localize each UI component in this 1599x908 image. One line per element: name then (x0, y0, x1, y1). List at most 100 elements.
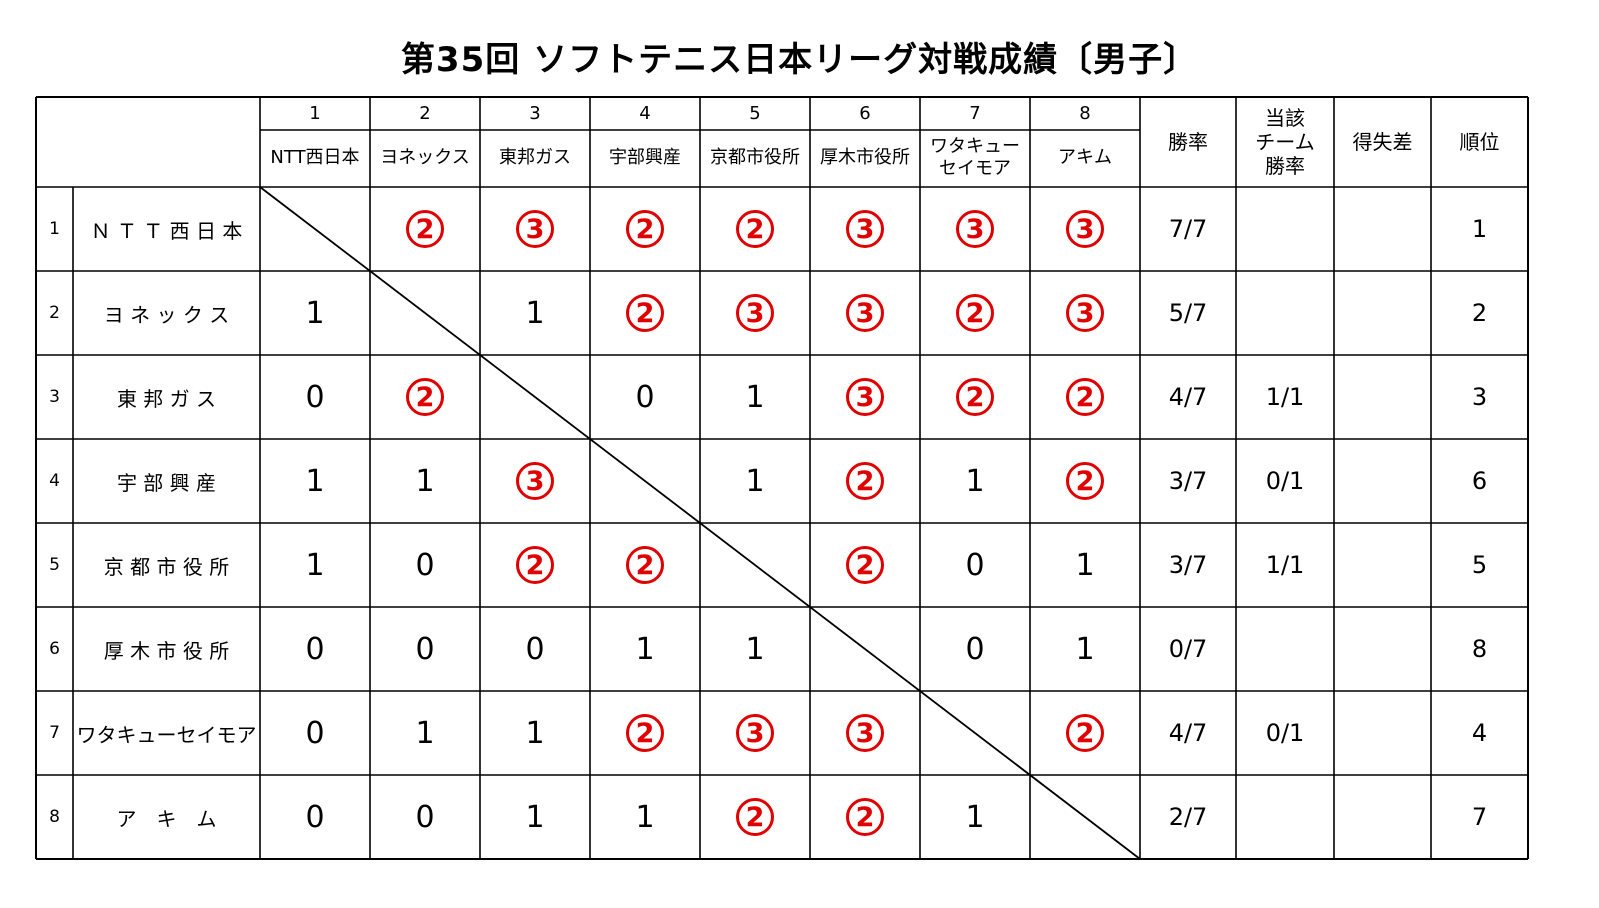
head-to-head-header: 当該 チーム 勝率 (1255, 106, 1315, 178)
win-circle: 2 (1066, 378, 1104, 416)
column-number: 4 (639, 103, 651, 124)
match-result-win: 2 (920, 271, 1030, 355)
column-number: 3 (529, 103, 541, 124)
win-circle: 2 (516, 546, 554, 584)
match-result-win: 3 (810, 355, 920, 439)
match-result-loss: 1 (745, 463, 765, 499)
row-team-name: 東 邦 ガ ス (116, 386, 217, 411)
match-result-win: 3 (810, 271, 920, 355)
win-circle: 3 (1066, 210, 1104, 248)
match-result-loss: 1 (525, 715, 545, 751)
match-result-win: 2 (700, 775, 810, 859)
win-circle: 2 (406, 378, 444, 416)
win-circle: 3 (516, 462, 554, 500)
match-result-win: 2 (700, 187, 810, 271)
row-number: 7 (49, 723, 60, 743)
win-circle: 2 (846, 462, 884, 500)
match-result-loss: 1 (305, 295, 325, 331)
row-number: 4 (49, 471, 60, 491)
match-result-loss: 1 (965, 463, 985, 499)
match-result-loss: 1 (635, 799, 655, 835)
match-result-loss: 1 (1075, 631, 1095, 667)
head-to-head-rate: 0/1 (1265, 467, 1305, 495)
win-rate-header: 勝率 (1168, 130, 1208, 154)
win-rate: 4/7 (1168, 383, 1208, 411)
head-to-head-rate: 1/1 (1265, 383, 1305, 411)
win-circle: 3 (956, 210, 994, 248)
match-result-win: 2 (1030, 355, 1140, 439)
win-rate: 3/7 (1168, 551, 1208, 579)
match-result-loss: 0 (305, 379, 325, 415)
column-number: 2 (419, 103, 431, 124)
match-result-win: 2 (1030, 691, 1140, 775)
win-circle: 3 (736, 714, 774, 752)
win-circle: 3 (846, 378, 884, 416)
match-result-win: 2 (920, 355, 1030, 439)
column-number: 1 (309, 103, 321, 124)
match-result-win: 3 (480, 187, 590, 271)
column-number: 5 (749, 103, 761, 124)
match-result-win: 3 (810, 691, 920, 775)
rank: 4 (1471, 719, 1488, 747)
win-circle: 2 (956, 294, 994, 332)
match-result-win: 2 (480, 523, 590, 607)
match-result-loss: 1 (525, 295, 545, 331)
point-diff (1334, 355, 1431, 439)
match-result-win: 3 (1030, 187, 1140, 271)
head-to-head-rate (1236, 775, 1334, 859)
point-diff (1334, 439, 1431, 523)
rank: 2 (1471, 299, 1488, 327)
point-diff (1334, 187, 1431, 271)
match-result-win: 2 (370, 187, 480, 271)
win-circle: 2 (736, 798, 774, 836)
match-result-loss: 0 (965, 547, 985, 583)
match-result-loss: 0 (415, 631, 435, 667)
win-circle: 2 (626, 714, 664, 752)
match-result-win: 3 (700, 691, 810, 775)
point-diff-header: 得失差 (1352, 130, 1413, 154)
column-team-name: 京都市役所 (710, 147, 800, 168)
row-team-name: ア キ ム (116, 806, 217, 831)
win-rate: 3/7 (1168, 467, 1208, 495)
match-result-win: 2 (590, 271, 700, 355)
rank: 3 (1471, 383, 1488, 411)
head-to-head-rate (1236, 271, 1334, 355)
match-result-loss: 0 (415, 799, 435, 835)
match-result-win: 3 (920, 187, 1030, 271)
head-to-head-rate: 0/1 (1265, 719, 1305, 747)
win-circle: 2 (846, 798, 884, 836)
row-team-name: Ｎ Ｔ Ｔ 西 日 本 (90, 218, 243, 243)
match-result-loss: 1 (745, 379, 765, 415)
match-result-loss: 1 (635, 631, 655, 667)
win-circle: 2 (626, 210, 664, 248)
win-circle: 3 (846, 210, 884, 248)
match-result-loss: 0 (305, 799, 325, 835)
win-rate: 5/7 (1168, 299, 1208, 327)
match-result-loss: 1 (965, 799, 985, 835)
column-team-name: 宇部興産 (609, 147, 681, 168)
column-team-name: 厚木市役所 (820, 147, 910, 168)
row-number: 8 (49, 807, 60, 827)
grid-line (259, 186, 1141, 860)
match-result-loss: 0 (635, 379, 655, 415)
win-circle: 2 (846, 546, 884, 584)
match-result-loss: 1 (1075, 547, 1095, 583)
match-result-win: 3 (1030, 271, 1140, 355)
win-circle: 3 (1066, 294, 1104, 332)
win-circle: 3 (846, 714, 884, 752)
match-result-loss: 0 (525, 631, 545, 667)
rank: 7 (1471, 803, 1488, 831)
match-result-loss: 0 (415, 547, 435, 583)
row-team-name: 厚 木 市 役 所 (103, 638, 230, 663)
head-to-head-rate: 1/1 (1265, 551, 1305, 579)
head-to-head-rate (1236, 187, 1334, 271)
match-result-loss: 1 (745, 631, 765, 667)
win-circle: 2 (736, 210, 774, 248)
row-number: 1 (49, 219, 60, 239)
column-team-name: ワタキュー セイモア (930, 136, 1020, 179)
column-number: 7 (969, 103, 981, 124)
win-rate: 7/7 (1168, 215, 1208, 243)
row-team-name: ヨ ネ ッ ク ス (103, 302, 230, 327)
match-result-win: 2 (1030, 439, 1140, 523)
